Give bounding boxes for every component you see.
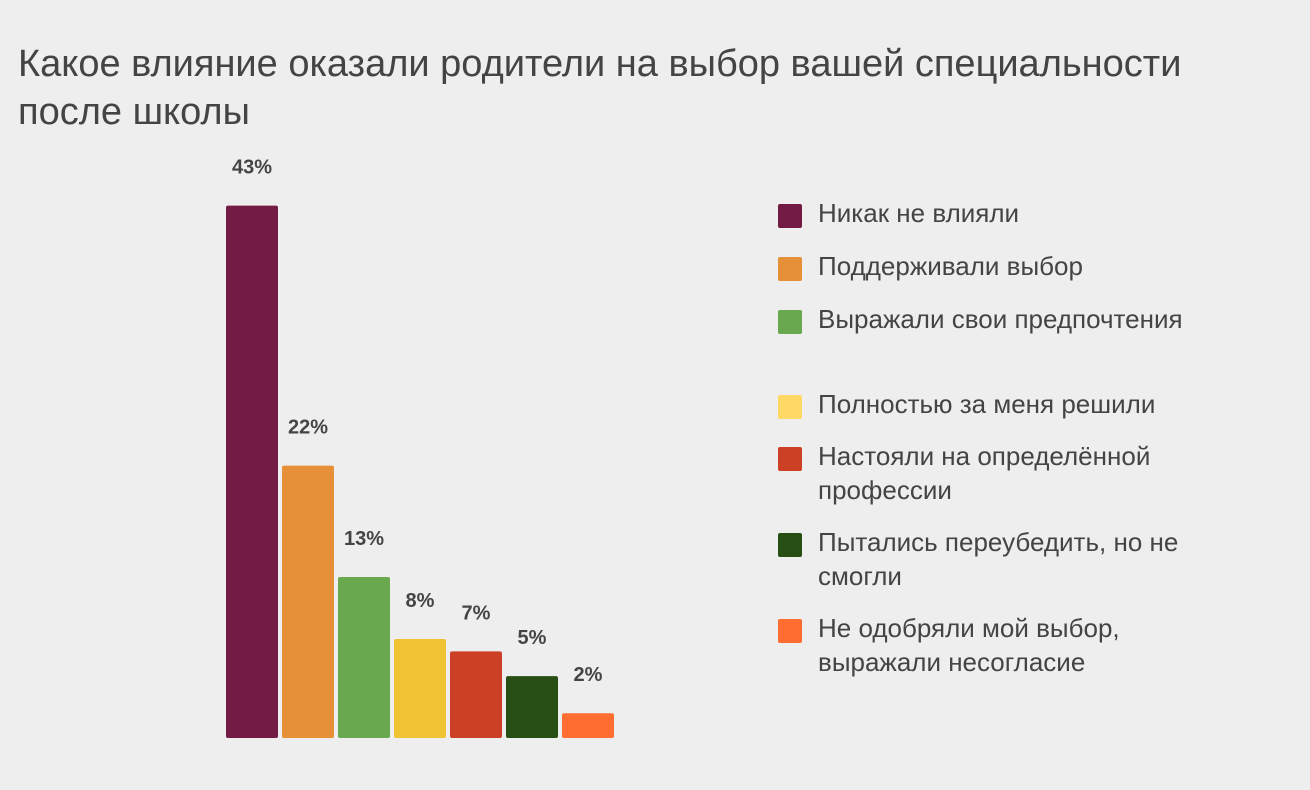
legend-swatch xyxy=(778,533,802,557)
bar-chart: 43% 22% 13% 8% 7% 5% 2% xyxy=(226,157,614,738)
legend-swatch xyxy=(778,447,802,471)
data-label: 2% xyxy=(574,664,603,686)
chart-title: Какое влияние оказали родители на выбор … xyxy=(18,43,1182,133)
legend-label: Пытались переубедить, но не смогли xyxy=(818,527,1179,591)
bar xyxy=(562,713,614,738)
legend-swatch xyxy=(778,310,802,334)
legend-swatch xyxy=(778,204,802,228)
legend-label: Никак не влияли xyxy=(818,198,1020,228)
data-label: 8% xyxy=(406,590,435,612)
legend-label: Поддерживали выбор xyxy=(818,251,1083,281)
data-label: 13% xyxy=(344,528,384,550)
data-label: 5% xyxy=(518,627,547,649)
bar xyxy=(394,638,446,738)
data-label: 22% xyxy=(288,417,328,439)
data-label: 7% xyxy=(462,602,491,624)
data-label: 43% xyxy=(232,157,272,179)
legend-label: Не одобряли мой выбор, выражали несоглас… xyxy=(818,613,1120,677)
bar xyxy=(506,676,558,738)
bar xyxy=(338,577,390,738)
bar xyxy=(226,205,278,738)
legend-swatch xyxy=(778,257,802,281)
bar xyxy=(282,465,334,738)
legend-label: Полностью за меня решили xyxy=(818,389,1156,419)
bar xyxy=(450,651,502,738)
legend-swatch xyxy=(778,395,802,419)
legend-label: Настояли на определённой профессии xyxy=(818,441,1151,505)
legend-label: Выражали свои предпочтения xyxy=(818,304,1183,334)
legend-swatch xyxy=(778,619,802,643)
